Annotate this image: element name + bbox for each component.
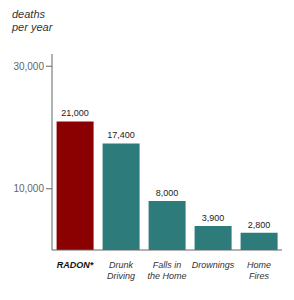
svg-text:2,800: 2,800 — [248, 220, 271, 230]
svg-text:HomeFires: HomeFires — [247, 260, 271, 281]
svg-text:DrunkDriving: DrunkDriving — [107, 260, 135, 281]
svg-text:Drownings: Drownings — [192, 260, 235, 270]
html-text:per year: per year — [12, 21, 53, 33]
html-text:deaths: deaths — [12, 8, 45, 20]
svg-text:8,000: 8,000 — [156, 188, 179, 198]
svg-text:21,000: 21,000 — [61, 108, 89, 118]
svg-text:17,400: 17,400 — [107, 130, 135, 140]
svg-text:3,900: 3,900 — [202, 213, 225, 223]
svg-text:10,000: 10,000 — [13, 183, 44, 194]
svg-text:Falls inthe Home: Falls inthe Home — [147, 260, 186, 281]
svg-text:RADON*: RADON* — [57, 260, 94, 270]
svg-text:30,000: 30,000 — [13, 61, 44, 72]
